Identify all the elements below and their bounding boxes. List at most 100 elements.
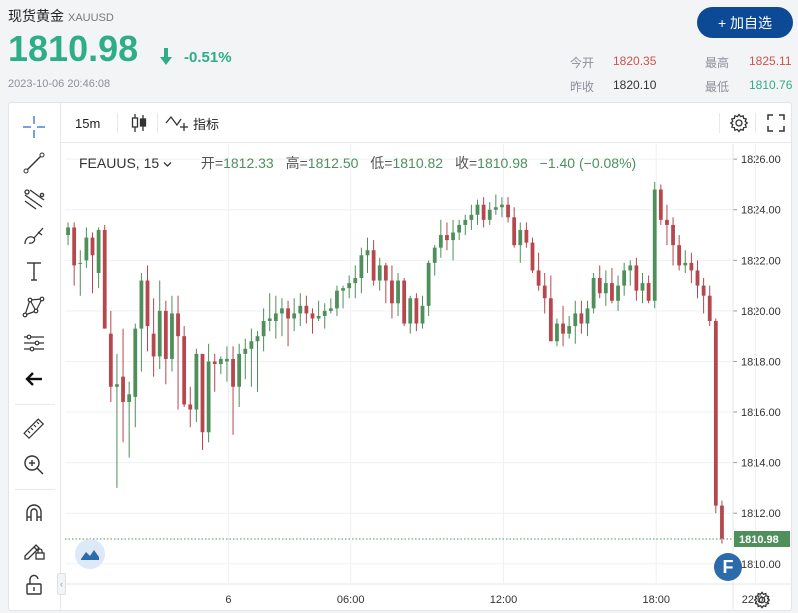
pattern-icon[interactable]: [20, 293, 48, 321]
candle-body: [108, 333, 113, 387]
candle-body: [243, 348, 248, 354]
candle-body: [212, 361, 217, 364]
legend-change-value: −1.40 (−0.08%): [539, 155, 637, 171]
high-value: 1825.11: [749, 54, 792, 68]
legend-close-value: 1810.98: [477, 155, 528, 171]
legend-open-value: 1812.33: [223, 155, 274, 171]
candle-body: [512, 217, 517, 246]
settings-gear-icon[interactable]: [729, 103, 749, 143]
candle-body: [365, 250, 370, 256]
candle-body: [658, 189, 663, 220]
brush-icon[interactable]: [20, 221, 48, 249]
fib-retracement-icon[interactable]: [20, 185, 48, 213]
candle-body: [102, 229, 107, 329]
candle-body: [280, 308, 284, 314]
candle-body: [225, 358, 229, 362]
instrument-name: 现货黄金: [8, 8, 64, 24]
y-tick-label: 1816.00: [741, 407, 781, 419]
candle-body: [78, 262, 83, 264]
candle-body: [420, 305, 425, 324]
fullscreen-icon[interactable]: [767, 103, 785, 143]
candle-body: [432, 247, 437, 263]
candle-body: [371, 250, 376, 281]
indicators-button[interactable]: 指标: [165, 103, 219, 143]
instrument-symbol: XAUUSD: [68, 12, 114, 24]
legend-low-value: 1810.82: [392, 155, 444, 171]
candle-body: [341, 288, 345, 291]
lock-drawings-icon[interactable]: [20, 535, 48, 563]
candle-body: [530, 242, 535, 271]
low-label: 最低: [705, 80, 730, 94]
y-tick-label: 1824.00: [741, 205, 781, 217]
candle-body: [237, 353, 242, 387]
trend-line-icon[interactable]: [20, 149, 48, 177]
candle-body: [451, 232, 455, 241]
unlock-icon[interactable]: [20, 571, 48, 599]
candle-body: [170, 313, 174, 359]
prev-close-value: 1820.10: [613, 78, 657, 92]
candle-body: [273, 313, 278, 322]
collapse-toolbar-tab[interactable]: ‹: [57, 573, 66, 595]
x-tick-label: 12:00: [490, 594, 518, 606]
candle-body: [500, 204, 504, 208]
legend-symbol[interactable]: FEAUUS, 15: [79, 155, 160, 171]
candlestick-type-icon[interactable]: [131, 103, 147, 143]
add-to-watchlist-button[interactable]: + 加自选: [697, 7, 793, 38]
low-value: 1810.76: [749, 78, 793, 92]
candle-body: [426, 262, 431, 306]
candle-body: [249, 341, 254, 349]
candle-body: [506, 204, 510, 218]
candle-body: [597, 278, 602, 294]
down-arrow-icon: [160, 48, 172, 65]
crosshair-icon[interactable]: [20, 113, 48, 141]
candle-body: [622, 270, 627, 286]
candle-body: [145, 280, 150, 327]
instrument-title: 现货黄金 XAUUSD: [8, 6, 114, 26]
ruler-icon[interactable]: [20, 415, 48, 443]
magnet-icon[interactable]: [20, 499, 48, 527]
candle-body: [255, 336, 260, 342]
measure-icon[interactable]: [20, 329, 48, 357]
y-tick-label: 1822.00: [741, 255, 781, 267]
price-chart[interactable]: 1810.00 1812.00 1814.00 1816.00 1818.00 1820.…: [9, 103, 791, 610]
text-tool-icon[interactable]: [20, 257, 48, 285]
candle-body: [163, 310, 168, 359]
toolbar-divider: [15, 404, 55, 405]
legend-high-value: 1812.50: [307, 155, 359, 171]
candle-body: [463, 219, 468, 225]
candle-body: [469, 214, 474, 220]
candle-body: [206, 361, 211, 433]
candle-body: [438, 235, 443, 248]
x-tick-label: 18:00: [642, 594, 670, 606]
candle-body: [652, 189, 657, 301]
zoom-in-icon[interactable]: [20, 451, 48, 479]
legend-high-label: 高=: [285, 155, 308, 171]
interval-selector[interactable]: 15m: [75, 115, 101, 131]
back-arrow-icon[interactable]: [20, 365, 48, 393]
candle-body: [536, 270, 541, 286]
axis-settings-gear-icon[interactable]: [753, 591, 771, 609]
candle-body: [353, 278, 358, 284]
candle-body: [139, 280, 144, 329]
candle-body: [286, 308, 290, 319]
chevron-down-icon[interactable]: [163, 155, 173, 171]
candle-body: [72, 227, 77, 266]
toolbar-divider: [755, 113, 756, 133]
candle-body: [555, 323, 559, 342]
prev-close-label: 昨收: [570, 80, 595, 94]
y-tick-label: 1814.00: [741, 458, 781, 470]
candle-body: [616, 285, 620, 301]
candle-body: [671, 224, 675, 246]
candle-body: [84, 237, 89, 261]
y-tick-label: 1820.00: [741, 306, 781, 318]
candle-body: [157, 310, 162, 357]
y-tick-label: 1818.00: [741, 356, 781, 368]
candle-body: [475, 204, 480, 215]
candle-body: [347, 283, 352, 289]
candle-body: [377, 265, 382, 281]
candle-body: [316, 315, 321, 319]
candle-body: [548, 298, 553, 342]
candle-body: [493, 207, 498, 210]
candle-body: [487, 209, 492, 220]
